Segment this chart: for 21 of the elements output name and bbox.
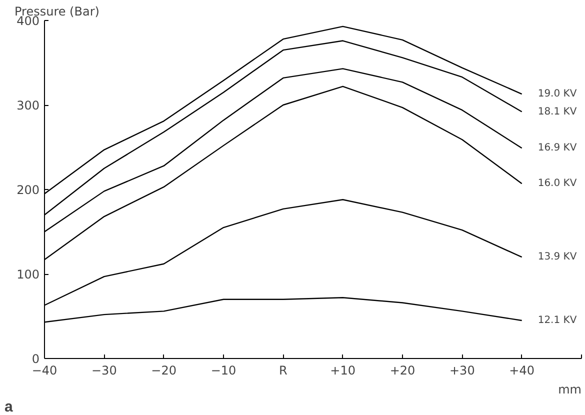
x-tick-label: −30 xyxy=(92,364,117,378)
y-tick-label: 300 xyxy=(16,98,40,112)
x-tick-label: −40 xyxy=(32,364,58,378)
series-label: 16.0 KV xyxy=(538,178,577,190)
series-label: 12.1 KV xyxy=(538,314,577,326)
x-tick-label: +30 xyxy=(450,364,475,378)
series-label: 13.9 KV xyxy=(538,252,577,263)
x-tick-label: +10 xyxy=(330,364,356,378)
x-tick-label: +40 xyxy=(509,364,534,378)
x-tick-label: −10 xyxy=(210,364,236,378)
x-axis-title: mm xyxy=(558,382,582,396)
y-tick-label: 0 xyxy=(32,352,40,366)
series-label: 18.1 KV xyxy=(538,106,577,118)
text: a xyxy=(4,398,14,415)
x-tick-label: +20 xyxy=(390,364,416,378)
series-label: 19.0 KV xyxy=(538,88,577,100)
y-tick-label: 200 xyxy=(16,183,40,197)
x-tick-label: −20 xyxy=(151,364,176,378)
x-tick-label: R xyxy=(279,364,288,378)
series-label: 16.9 KV xyxy=(538,142,577,154)
y-tick-label: 100 xyxy=(16,268,40,282)
